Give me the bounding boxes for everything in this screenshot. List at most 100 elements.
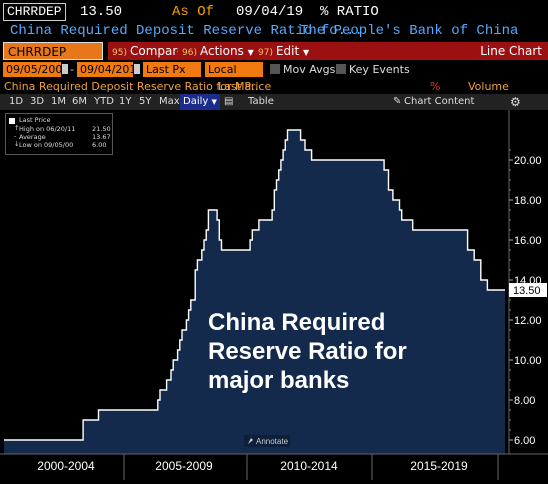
last-price-swatch <box>9 118 15 124</box>
actions-num: 96) <box>182 48 197 58</box>
area-series <box>4 129 505 454</box>
price-field-select[interactable]: Last Px <box>143 62 201 77</box>
mov-avgs-label: Mov Avgs <box>283 63 336 76</box>
x-tick-label: 2010-2014 <box>280 459 338 473</box>
annotate-button[interactable]: Annotate <box>244 435 290 447</box>
end-date-field[interactable]: 09/04/2019 <box>77 62 143 77</box>
compare-num: 95) <box>112 48 127 58</box>
overlay-line: major banks <box>208 367 350 394</box>
price-chart[interactable]: 6.008.0010.0012.0014.0016.0018.0020.0013… <box>0 110 548 480</box>
legend-low: Low on 09/05/00 <box>19 141 74 149</box>
gear-icon[interactable]: ⚙ <box>510 95 521 109</box>
chevron-down-icon: ▼ <box>303 48 310 57</box>
tab-3d[interactable]: 3D <box>30 96 45 107</box>
unit-column: % <box>430 80 441 93</box>
edit-label: Edit <box>275 44 300 58</box>
as-of-date: 09/04/19 <box>236 4 304 20</box>
y-tick-label: 6.00 <box>514 435 535 447</box>
tab-ytd[interactable]: YTD <box>94 96 114 107</box>
high-icon: ↑ <box>14 124 20 132</box>
x-tick-label: 2015-2019 <box>410 459 468 473</box>
legend-low-value: 6.00 <box>92 141 107 149</box>
date-separator: - <box>70 63 74 76</box>
legend-last-price: Last Price <box>19 116 51 124</box>
tab-5y[interactable]: 5Y <box>139 96 152 107</box>
source-text: The People's Bank of China <box>300 23 519 39</box>
chart-content-icon: ✎ <box>393 96 402 107</box>
index-input[interactable]: CHRRDEP Index <box>3 42 103 77</box>
overlay-line: Reserve Ratio for <box>208 338 407 365</box>
security-description: China Required Deposit Reserve Ratio fo.… <box>0 22 548 40</box>
x-axis-band <box>0 454 548 480</box>
x-tick-label: 2005-2009 <box>155 459 213 473</box>
actions-button[interactable]: 96) Actions ▼ <box>178 42 258 60</box>
last-price-tag <box>509 283 547 297</box>
volume-column: Volume <box>468 80 509 93</box>
tab-table[interactable]: Table <box>248 96 274 107</box>
key-events-checkbox[interactable] <box>336 64 346 74</box>
last-price-tag-label: 13.50 <box>513 285 541 297</box>
tab-1d[interactable]: 1D <box>9 96 24 107</box>
y-tick-label: 12.00 <box>514 315 542 327</box>
x-axis: 2000-2004 2005-2009 2010-2014 2015-2019 <box>0 453 548 480</box>
average-icon: - <box>14 132 17 140</box>
tab-max[interactable]: Max <box>159 96 180 107</box>
line-chart-label[interactable]: Line Chart <box>408 42 548 60</box>
series-field: Last Price <box>218 80 272 93</box>
y-tick-label: 16.00 <box>514 235 542 247</box>
frequency-select[interactable]: Daily ▼ <box>180 94 220 110</box>
y-tick-label: 18.00 <box>514 195 542 207</box>
chart-content-button[interactable]: Chart Content <box>404 96 475 107</box>
annotate-label: Annotate <box>256 437 289 446</box>
legend-average-value: 13.67 <box>92 133 111 141</box>
legend-high-value: 21.50 <box>92 125 111 133</box>
key-events-label: Key Events <box>349 63 410 76</box>
compare-button[interactable]: 95) Compare <box>108 42 189 60</box>
mov-avgs-checkbox[interactable] <box>270 64 280 74</box>
series-description: China Required Deposit Reserve Ratio for… <box>4 80 259 93</box>
x-tick-label: 2000-2004 <box>37 459 95 473</box>
chevron-down-icon: ▼ <box>211 98 217 106</box>
calendar-icon[interactable] <box>62 64 68 74</box>
legend-high: High on 06/20/11 <box>19 125 76 133</box>
tab-6m[interactable]: 6M <box>72 96 87 107</box>
annotate-control: Annotate <box>244 435 290 447</box>
y-tick-label: 20.00 <box>514 155 542 167</box>
start-date-field[interactable]: 09/05/2000 <box>3 62 69 77</box>
actions-label: Actions <box>199 44 244 58</box>
date-controls: 09/05/2000 - 09/04/2019 Last Px Local CC… <box>0 62 548 91</box>
tab-1m[interactable]: 1M <box>51 96 66 107</box>
edit-num: 97) <box>258 48 273 58</box>
y-axis: 6.008.0010.0012.0014.0016.0018.0020.0013… <box>508 110 547 454</box>
frequency-label: Daily <box>183 96 209 107</box>
description-text: China Required Deposit Reserve Ratio fo.… <box>10 23 363 39</box>
tab-1y[interactable]: 1Y <box>119 96 132 107</box>
chevron-down-icon: ▼ <box>247 48 254 57</box>
period-tabs: 1D 3D 1M 6M YTD 1Y 5Y Max Daily ▼ ▤ Tabl… <box>0 94 548 110</box>
compare-label: Compare <box>129 44 185 58</box>
pencil-icon <box>248 438 253 444</box>
overlay-line: China Required <box>208 309 386 336</box>
y-tick-label: 8.00 <box>514 395 535 407</box>
chart-area: 6.00 8.00 10.00 12.00 14.00 16.00 18.00 20.00 13… <box>0 110 548 480</box>
y-tick-label: 10.00 <box>514 355 542 367</box>
ticker-field[interactable]: CHRRDEP <box>3 3 66 21</box>
currency-select[interactable]: Local CCY <box>205 62 263 91</box>
low-icon: ↓ <box>14 140 20 148</box>
annotate-bg <box>244 435 290 447</box>
price-line <box>4 129 505 441</box>
chart-legend-box: Last Price ↑ High on 06/20/11 21.50 - Av… <box>5 113 113 155</box>
last-value: 13.50 <box>80 4 123 20</box>
calendar-icon[interactable] <box>134 64 140 74</box>
units-label: % RATIO <box>320 4 379 20</box>
overlay-caption: China Required Reserve Ratio for major b… <box>208 308 407 395</box>
series-legend: China Required Deposit Reserve Ratio for… <box>0 80 548 94</box>
bar-chart-icon[interactable]: ▤ <box>224 96 234 107</box>
toolbar: CHRRDEP Index 95)Compare 96)Actions ▼ 97… <box>0 42 548 77</box>
edit-button[interactable]: 97) Edit ▼ <box>254 42 314 60</box>
area-fill <box>4 130 505 454</box>
legend-average: Average <box>19 133 46 141</box>
as-of-label: As Of <box>172 4 215 20</box>
security-header: CHRRDEP 13.50 As Of 09/04/19 % RATIO <box>0 0 548 22</box>
toolbar-spacer <box>310 42 418 60</box>
